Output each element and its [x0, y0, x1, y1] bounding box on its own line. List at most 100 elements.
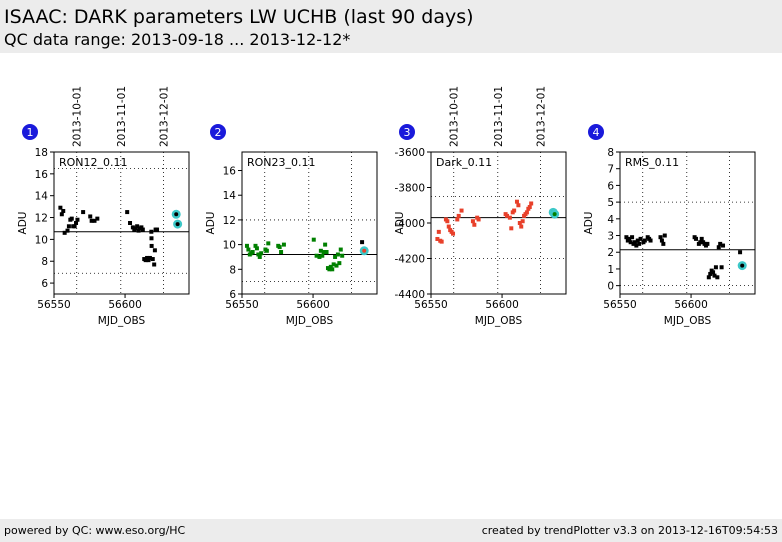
data-point — [470, 219, 475, 224]
y-tick-label: -4400 — [394, 289, 425, 301]
data-point — [128, 221, 133, 225]
y-tick-label: 8 — [607, 147, 614, 159]
y-tick-label: 5 — [607, 197, 614, 209]
y-tick-label: 16 — [223, 166, 237, 178]
data-point — [88, 214, 93, 219]
y-tick-label: 14 — [223, 190, 237, 202]
data-point — [146, 258, 151, 263]
data-point — [328, 264, 333, 269]
data-point — [659, 238, 664, 243]
x-axis-label: MJD_OBS — [664, 315, 712, 327]
footer-created-by: created by trendPlotter v3.3 on 2013-12-… — [481, 524, 778, 537]
data-point — [507, 215, 512, 220]
data-point — [89, 218, 94, 223]
data-point — [61, 208, 66, 213]
panel-number-badge — [588, 124, 604, 140]
y-tick-label: 10 — [223, 240, 236, 252]
data-point — [321, 250, 326, 255]
data-point — [648, 238, 653, 243]
x-axis-label: MJD_OBS — [286, 315, 334, 327]
data-point — [58, 205, 63, 210]
panel-number-label: 2 — [215, 126, 222, 139]
data-point — [527, 205, 532, 210]
data-point — [246, 247, 251, 252]
data-point — [512, 208, 517, 213]
panel-number-badge — [22, 124, 38, 140]
y-tick-label: 6 — [229, 289, 236, 301]
data-point — [317, 254, 322, 259]
data-point — [694, 236, 699, 241]
data-point — [662, 233, 667, 238]
date-tick-label: 2013-10-01 — [449, 86, 461, 147]
x-tick-label: 56600 — [485, 299, 518, 311]
data-point — [516, 203, 521, 208]
data-point — [323, 242, 328, 247]
highlight-point — [740, 263, 745, 268]
data-point — [81, 210, 86, 215]
panel-number-badge — [210, 124, 226, 140]
y-tick-label: -4000 — [394, 218, 425, 230]
data-point — [715, 275, 720, 280]
data-point — [711, 270, 716, 275]
data-point — [92, 218, 97, 223]
y-tick-label: 12 — [35, 213, 48, 225]
data-point — [637, 241, 642, 246]
data-point — [281, 242, 286, 247]
data-point — [658, 235, 663, 240]
y-tick-label: -4200 — [394, 254, 425, 266]
data-point — [335, 252, 340, 257]
y-tick-label: 16 — [35, 169, 49, 181]
data-point — [472, 222, 477, 227]
data-point — [152, 262, 157, 267]
data-point — [439, 239, 444, 244]
data-point — [59, 212, 64, 217]
plot-frame — [430, 151, 567, 295]
data-point — [147, 255, 152, 260]
date-tick-label: 2013-10-01 — [72, 86, 84, 147]
x-axis-label: MJD_OBS — [98, 315, 146, 327]
data-point — [334, 263, 339, 268]
data-point — [250, 250, 255, 255]
data-point — [708, 271, 713, 276]
data-point — [706, 275, 711, 280]
x-tick-label: 56600 — [674, 299, 707, 311]
y-tick-label: 0 — [607, 281, 614, 293]
panel-number-label: 1 — [27, 126, 34, 139]
data-point — [509, 226, 514, 231]
x-tick-label: 56600 — [108, 299, 141, 311]
y-tick-label: 12 — [223, 215, 236, 227]
data-point-latest — [738, 250, 743, 255]
data-point — [635, 238, 640, 243]
data-point — [451, 231, 456, 236]
data-point — [74, 221, 79, 225]
data-point — [75, 217, 80, 222]
data-point — [259, 251, 264, 256]
data-point — [718, 241, 723, 246]
date-tick-label: 2013-12-01 — [158, 86, 170, 147]
parameter-label: RON12_0.11 — [59, 156, 128, 169]
data-point — [62, 230, 67, 235]
data-point — [277, 245, 282, 250]
data-point — [320, 253, 325, 258]
data-point — [254, 246, 259, 251]
highlight-point — [552, 212, 557, 217]
y-tick-label: 6 — [41, 278, 48, 290]
data-point — [529, 201, 534, 206]
data-point — [140, 227, 145, 232]
data-point — [65, 228, 70, 233]
y-tick-label: 1 — [607, 264, 614, 276]
data-point — [716, 245, 721, 250]
data-point — [327, 267, 332, 272]
data-point — [145, 255, 150, 260]
y-tick-label: 4 — [607, 214, 614, 226]
data-point — [661, 241, 666, 246]
data-point — [455, 217, 460, 222]
data-point — [514, 199, 519, 204]
data-point — [143, 258, 148, 263]
panel-number-label: 4 — [593, 126, 600, 139]
data-point — [253, 243, 258, 248]
data-point — [505, 213, 510, 218]
y-tick-label: 7 — [607, 164, 614, 176]
data-point — [628, 240, 633, 245]
